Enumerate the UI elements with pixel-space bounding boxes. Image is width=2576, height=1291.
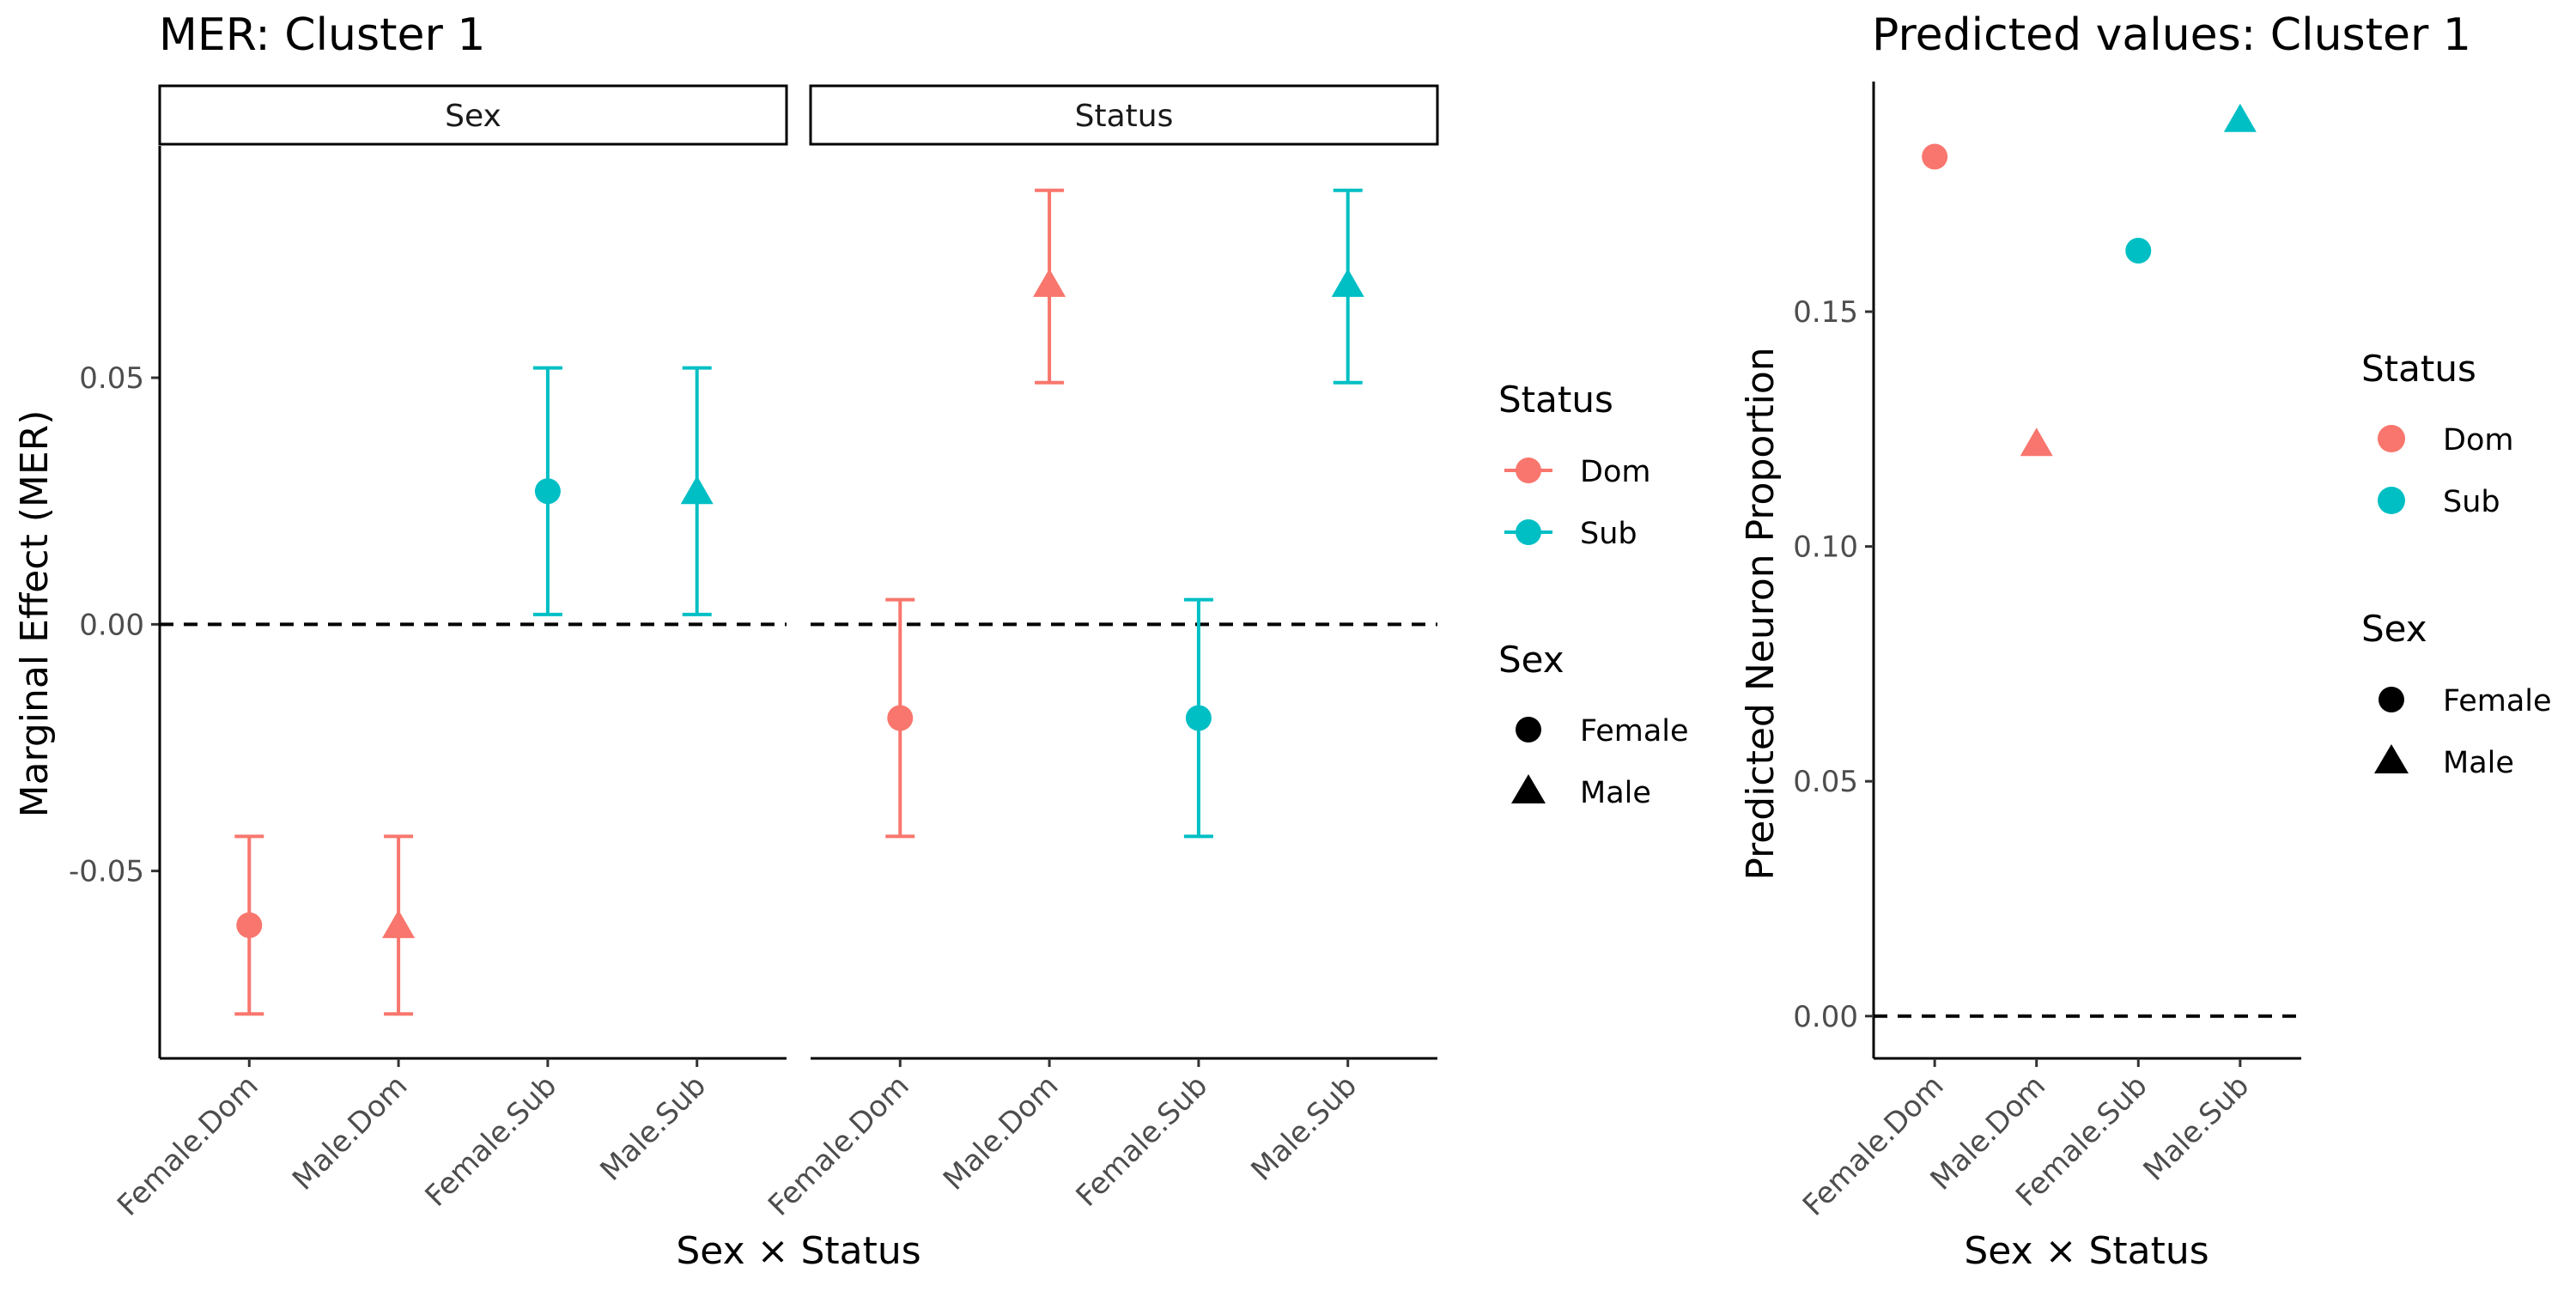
mer-point-status-female-sub — [1185, 705, 1212, 731]
predicted-legend-dom-label: Dom — [2443, 423, 2513, 458]
predicted-legend-status-title: Status — [2361, 348, 2476, 390]
mer-legend-status-title: Status — [1498, 379, 1613, 421]
facet-strip-status-label: Status — [1075, 99, 1174, 134]
mer-y-tick-label: 0.00 — [79, 608, 144, 642]
mer-sex-x-tick-label-male-dom: Male.Dom — [286, 1069, 415, 1197]
predicted-legend-item-female: Female — [2379, 684, 2552, 718]
mer-point-sex-male-sub — [680, 476, 714, 505]
mer-legend-dom-key — [1516, 458, 1541, 483]
predicted-point-female-sub — [2125, 237, 2152, 264]
predicted-marks — [1922, 103, 2257, 457]
mer-sex-x-tick-label-female-dom: Female.Dom — [111, 1069, 265, 1223]
mer-legend-item-male: Male — [1511, 774, 1651, 810]
mer-status-x-tick-label-male-sub: Male.Sub — [1244, 1069, 1364, 1188]
predicted-point-female-dom — [1922, 143, 1948, 170]
mer-sex-x-tick-label-female-sub: Female.Sub — [419, 1069, 564, 1214]
mer-point-sex-female-sub — [534, 478, 561, 505]
predicted-x-tick-label-female-dom: Female.Dom — [1796, 1069, 1951, 1223]
predicted-x-axis-label: Sex × Status — [1964, 1229, 2208, 1273]
predicted-legend-male-key — [2374, 744, 2409, 773]
mer-point-sex-female-dom — [236, 912, 263, 938]
mer-point-status-male-dom — [1033, 268, 1066, 297]
mer-legend-sex-title: Sex — [1498, 639, 1564, 681]
predicted-legend-female-label: Female — [2443, 684, 2552, 718]
facet-strip-sex-label: Sex — [445, 99, 501, 134]
mer-legend-male-key — [1511, 774, 1546, 803]
predicted-x-tick-label-male-sub: Male.Sub — [2137, 1069, 2257, 1188]
facet-strip-sex — [158, 84, 788, 146]
predicted-y-axis-label: Predicted Neuron Proportion — [1739, 347, 1783, 880]
predicted-point-male-sub — [2223, 103, 2257, 132]
mer-status-x-tick-label-male-dom: Male.Dom — [937, 1069, 1066, 1197]
predicted-y-tick-label: 0.15 — [1793, 295, 1858, 330]
predicted-legend-female-key — [2379, 687, 2404, 712]
predicted-legend-sex-title: Sex — [2361, 608, 2427, 650]
predicted-legend-sub-key — [2378, 487, 2405, 514]
predicted-legend: Status Dom Sub Sex Female Male — [2361, 348, 2552, 780]
predicted-axes: 0.000.050.100.15Female.DomMale.DomFemale… — [1793, 82, 2301, 1223]
predicted-legend-item-dom: Dom — [2378, 423, 2513, 458]
mer-legend-sub-key — [1516, 519, 1541, 545]
predicted-legend-dom-key — [2378, 425, 2405, 452]
predicted-legend-item-male: Male — [2374, 744, 2514, 780]
mer-legend: Status Dom Sub Sex Female Male — [1498, 379, 1689, 810]
mer-point-sex-male-dom — [382, 909, 416, 938]
mer-legend-item-dom: Dom — [1504, 455, 1650, 489]
predicted-legend-male-label: Male — [2443, 746, 2514, 780]
mer-legend-male-label: Male — [1580, 776, 1651, 810]
mer-marks — [234, 188, 1364, 1016]
predicted-legend-sub-label: Sub — [2443, 485, 2500, 519]
mer-legend-item-female: Female — [1516, 714, 1689, 749]
mer-legend-female-label: Female — [1580, 714, 1689, 749]
mer-legend-female-key — [1516, 717, 1541, 742]
mer-status-x-tick-label-female-sub: Female.Sub — [1070, 1069, 1215, 1214]
predicted-point-male-dom — [2020, 427, 2053, 457]
facet-strip-status — [809, 84, 1439, 146]
predicted-chart-title: Predicted values: Cluster 1 — [1872, 9, 2471, 61]
mer-y-axis-label: Marginal Effect (MER) — [13, 410, 57, 818]
predicted-y-tick-label: 0.10 — [1793, 530, 1858, 565]
mer-x-axis-label: Sex × Status — [676, 1229, 920, 1273]
mer-point-status-male-sub — [1331, 268, 1364, 297]
predicted-y-tick-label: 0.00 — [1793, 1000, 1858, 1034]
mer-chart-title: MER: Cluster 1 — [159, 9, 485, 61]
mer-point-status-female-dom — [887, 705, 914, 731]
mer-legend-dom-label: Dom — [1580, 455, 1650, 489]
predicted-legend-item-sub: Sub — [2378, 485, 2500, 519]
mer-sex-x-tick-label-male-sub: Male.Sub — [593, 1069, 713, 1188]
mer-y-tick-label: 0.05 — [79, 361, 144, 396]
mer-status-x-tick-label-female-dom: Female.Dom — [762, 1069, 916, 1223]
mer-legend-item-sub: Sub — [1504, 517, 1637, 551]
predicted-y-tick-label: 0.05 — [1793, 765, 1858, 799]
mer-y-tick-label: -0.05 — [69, 855, 144, 889]
mer-legend-sub-label: Sub — [1580, 517, 1637, 551]
